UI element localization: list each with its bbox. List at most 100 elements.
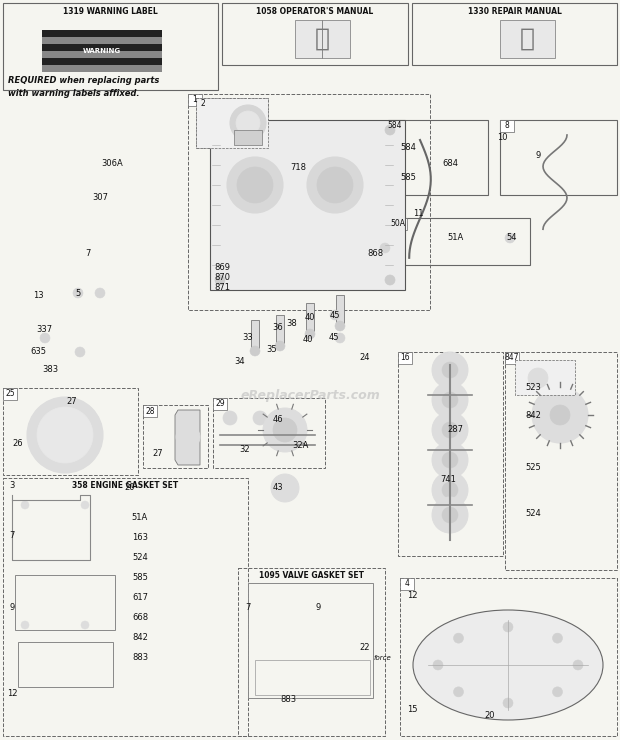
Circle shape — [81, 621, 89, 629]
Text: 883: 883 — [132, 653, 148, 662]
Text: 35: 35 — [267, 346, 277, 354]
Circle shape — [273, 418, 287, 432]
Bar — [196, 98, 268, 148]
Text: 584: 584 — [400, 144, 416, 152]
Text: 20: 20 — [125, 483, 135, 493]
Circle shape — [503, 698, 513, 708]
Bar — [3, 478, 248, 736]
Bar — [42, 44, 162, 51]
Circle shape — [432, 352, 468, 388]
Circle shape — [432, 472, 468, 508]
Text: 27: 27 — [67, 397, 78, 406]
Bar — [255, 660, 370, 695]
Bar — [306, 303, 314, 331]
Text: 7: 7 — [9, 531, 15, 539]
Circle shape — [505, 233, 515, 243]
Circle shape — [40, 333, 50, 343]
Text: 16: 16 — [400, 354, 410, 363]
Bar — [388, 218, 530, 265]
Circle shape — [442, 362, 458, 378]
Circle shape — [442, 422, 458, 438]
Bar — [42, 58, 162, 65]
Bar — [500, 20, 555, 58]
Circle shape — [442, 452, 458, 468]
Text: 7: 7 — [86, 249, 91, 258]
Bar — [210, 120, 405, 290]
Bar — [248, 583, 373, 698]
Circle shape — [432, 497, 468, 533]
Text: 847: 847 — [505, 354, 520, 363]
Text: 1058 OPERATOR'S MANUAL: 1058 OPERATOR'S MANUAL — [257, 7, 374, 16]
Bar — [295, 20, 350, 58]
Text: 842: 842 — [132, 633, 148, 642]
Circle shape — [271, 474, 299, 502]
Text: 523: 523 — [525, 383, 541, 392]
Bar — [42, 37, 162, 44]
Text: 📖: 📖 — [520, 27, 534, 51]
Circle shape — [307, 157, 363, 213]
Bar — [18, 642, 113, 687]
Circle shape — [273, 418, 297, 442]
Circle shape — [250, 346, 260, 356]
Text: 306A: 306A — [101, 158, 123, 167]
Text: 718: 718 — [290, 164, 306, 172]
Circle shape — [37, 407, 93, 463]
Circle shape — [223, 411, 237, 425]
Text: 43: 43 — [273, 483, 283, 493]
Circle shape — [503, 622, 513, 632]
Text: 337: 337 — [36, 326, 52, 334]
Text: 9: 9 — [316, 604, 321, 613]
Circle shape — [432, 382, 468, 418]
Circle shape — [21, 501, 29, 509]
Circle shape — [227, 157, 283, 213]
Text: eReplacerParts.com: eReplacerParts.com — [240, 388, 380, 402]
Circle shape — [81, 501, 89, 509]
Text: 2: 2 — [201, 99, 205, 109]
Ellipse shape — [413, 610, 603, 720]
Circle shape — [442, 507, 458, 523]
Circle shape — [73, 288, 83, 298]
Circle shape — [275, 341, 285, 351]
Text: 45: 45 — [330, 311, 340, 320]
Circle shape — [385, 275, 395, 285]
Bar — [42, 30, 162, 37]
Bar — [196, 98, 210, 110]
Circle shape — [550, 405, 570, 425]
Circle shape — [433, 660, 443, 670]
Text: 163: 163 — [132, 534, 148, 542]
Bar — [276, 315, 284, 343]
Circle shape — [385, 125, 395, 135]
Circle shape — [215, 275, 225, 285]
Text: 870: 870 — [214, 274, 230, 283]
Text: 20: 20 — [485, 710, 495, 719]
Bar — [42, 65, 162, 72]
Text: 8: 8 — [505, 121, 510, 130]
Text: 32A: 32A — [292, 440, 308, 449]
Bar — [3, 388, 138, 475]
Circle shape — [176, 425, 200, 449]
Circle shape — [442, 482, 458, 498]
Circle shape — [95, 288, 105, 298]
Circle shape — [380, 243, 390, 253]
Text: 15: 15 — [407, 705, 417, 715]
Circle shape — [532, 387, 588, 443]
Text: 869: 869 — [214, 263, 230, 272]
Text: 871: 871 — [214, 283, 230, 292]
Text: 33: 33 — [242, 334, 254, 343]
Text: 11: 11 — [413, 209, 423, 218]
Circle shape — [263, 408, 307, 452]
Bar — [213, 398, 325, 468]
Text: 684: 684 — [442, 158, 458, 167]
Bar — [188, 94, 202, 106]
Bar — [505, 352, 617, 570]
Text: 524: 524 — [525, 508, 541, 517]
Text: 27: 27 — [153, 448, 163, 457]
Bar — [388, 120, 402, 132]
Circle shape — [442, 392, 458, 408]
Text: 7: 7 — [246, 604, 250, 613]
Text: 741: 741 — [440, 476, 456, 485]
Text: force: force — [373, 655, 391, 661]
Circle shape — [552, 633, 562, 643]
Text: 25: 25 — [5, 389, 15, 399]
Text: 4: 4 — [405, 579, 409, 588]
